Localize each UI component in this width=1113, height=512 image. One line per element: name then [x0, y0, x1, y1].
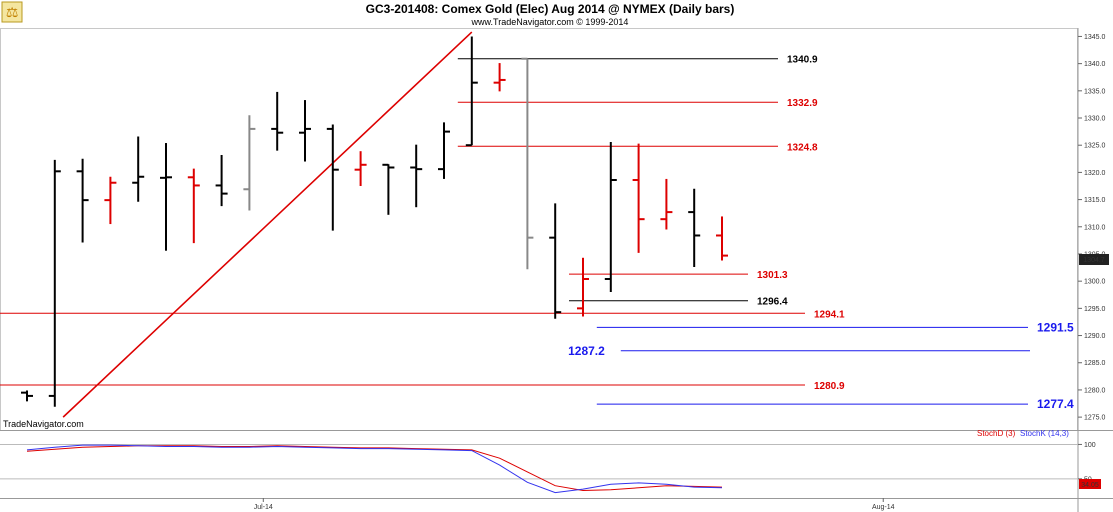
price-tick-label: 1310.0: [1084, 224, 1106, 231]
ohlc-bar: [604, 141, 617, 293]
ohlc-bar: [493, 63, 506, 92]
price-tick-label: 1345.0: [1084, 34, 1106, 41]
level-label: 1301.3: [757, 270, 788, 281]
level-label: 1340.9: [787, 55, 818, 66]
ohlc-bar: [21, 390, 33, 402]
level-label: 1280.9: [814, 381, 845, 392]
ohlc-bar: [410, 144, 423, 208]
trendline: [62, 31, 473, 418]
legend-stochd: StochD (3): [977, 429, 1016, 438]
ohlc-bar: [243, 115, 256, 211]
level-label: 1277.4: [1037, 397, 1074, 411]
trendline-layer: [62, 31, 473, 418]
last-price-badge: 1304.7: [1079, 254, 1109, 265]
svg-text:1304.7: 1304.7: [1083, 257, 1105, 264]
stoch-series-line: [26, 444, 723, 494]
ohlc-bar: [160, 143, 172, 251]
ohlc-bar: [577, 257, 589, 317]
price-axis: 1345.0 1340.0 1335.0 1330.0 1325.0 1320.0 1315…: [1078, 34, 1106, 422]
price-tick-label: 1320.0: [1084, 170, 1106, 177]
ohlc-bar: [76, 158, 89, 243]
chart-subtitle: www.TradeNavigator.com © 1999-2014: [471, 17, 629, 27]
date-tick-label: Jul-14: [254, 504, 273, 511]
ohlc-bars: [21, 36, 728, 407]
level-label: 1324.8: [787, 142, 818, 153]
ohlc-bar: [215, 154, 228, 207]
svg-text:34.05: 34.05: [1081, 482, 1099, 489]
svg-text:⚖: ⚖: [6, 5, 19, 21]
watermark: TradeNavigator.com: [3, 419, 84, 429]
ohlc-bar: [48, 159, 61, 407]
stoch-last-value-badge: 34.05: [1079, 479, 1101, 489]
ohlc-bar: [299, 100, 311, 162]
ohlc-bar: [716, 216, 728, 261]
ohlc-bar: [104, 176, 117, 225]
ohlc-bar: [521, 57, 534, 270]
level-label: 1291.5: [1037, 320, 1074, 334]
ohlc-bar: [688, 188, 701, 268]
ohlc-bar: [132, 136, 145, 202]
ohlc-bar: [465, 36, 478, 147]
ohlc-bar: [382, 163, 395, 215]
ohlc-bar: [549, 203, 562, 319]
price-tick-label: 1280.0: [1084, 387, 1106, 394]
stochastic-panel: 10050: [0, 442, 1096, 494]
price-tick-label: 1335.0: [1084, 88, 1106, 95]
ohlc-bar: [326, 124, 339, 231]
price-tick-label: 1300.0: [1084, 279, 1106, 286]
price-tick-label: 1295.0: [1084, 306, 1106, 313]
level-label: 1296.4: [757, 297, 788, 308]
chart-title: GC3-201408: Comex Gold (Elec) Aug 2014 @…: [366, 2, 735, 16]
level-label: 1294.1: [814, 309, 845, 320]
level-label: 1287.2: [568, 344, 605, 358]
ohlc-bar: [354, 151, 367, 186]
stoch-tick-label: 100: [1084, 442, 1096, 449]
trade-navigator-logo-icon: ⚖: [1, 1, 23, 23]
price-tick-label: 1285.0: [1084, 360, 1106, 367]
date-axis: Jul-14 Aug-14: [254, 498, 895, 511]
legend-stochk: StochK (14,3): [1020, 429, 1069, 438]
price-tick-label: 1315.0: [1084, 197, 1106, 204]
price-tick-label: 1325.0: [1084, 143, 1106, 150]
level-label: 1332.9: [787, 98, 818, 109]
price-tick-label: 1275.0: [1084, 415, 1106, 422]
ohlc-bar: [660, 178, 673, 230]
ohlc-bar: [187, 168, 200, 244]
ohlc-bar: [632, 143, 645, 253]
price-tick-label: 1340.0: [1084, 61, 1106, 68]
ohlc-bar: [271, 91, 284, 151]
price-tick-label: 1290.0: [1084, 333, 1106, 340]
ohlc-bar: [438, 122, 450, 179]
date-tick-label: Aug-14: [872, 504, 895, 511]
support-resistance-levels: 1340.9 1332.9 1324.8 1301.3 1296.4 1294.1 1291…: [0, 55, 1074, 411]
price-tick-label: 1330.0: [1084, 116, 1106, 123]
